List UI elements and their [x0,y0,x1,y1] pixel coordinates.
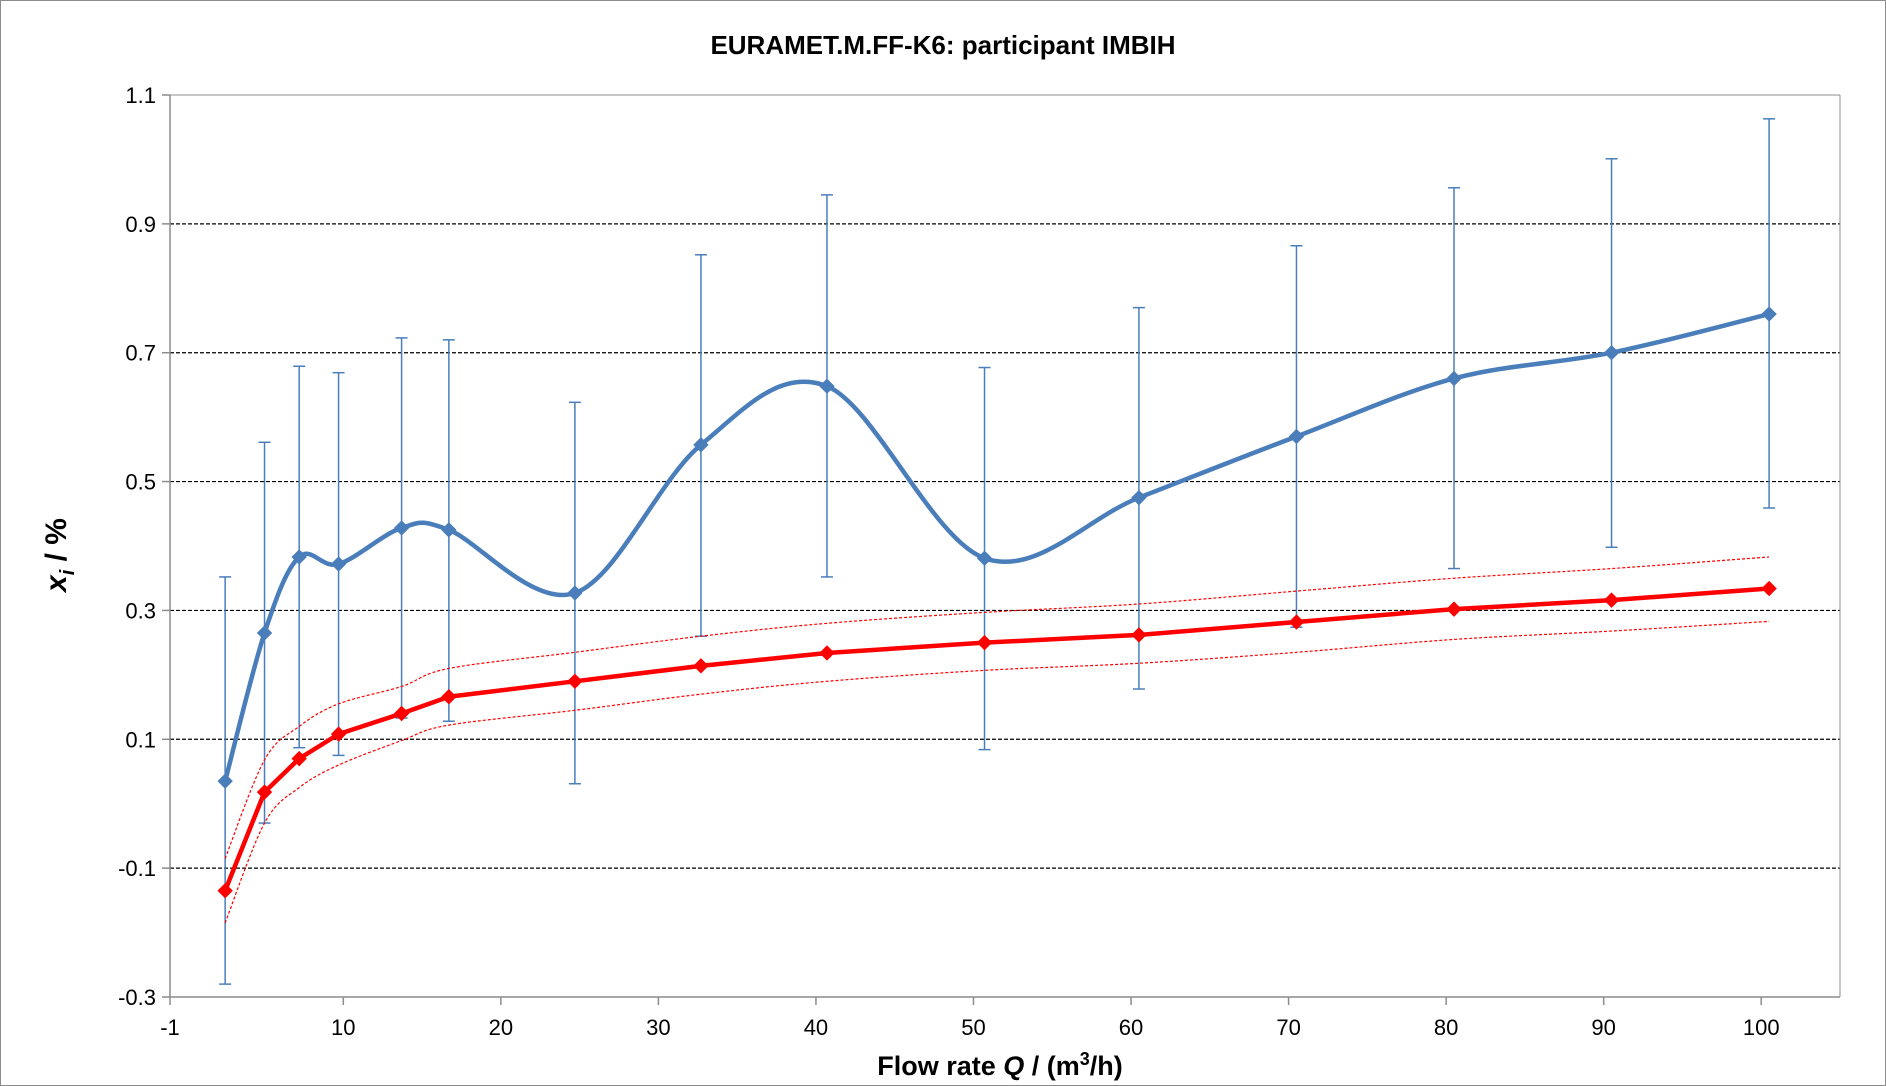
x-tick-label: 70 [1276,1015,1300,1040]
y-tick-label: -0.3 [118,985,156,1010]
data-point-marker [976,550,993,566]
data-point-marker [256,625,273,641]
chart-title: EURAMET.M.FF-K6: participant IMBIH [710,30,1176,60]
x-tick-label: 40 [804,1015,828,1040]
uncertainty-band-line [224,556,1770,859]
y-tick-label: 0.5 [125,470,156,495]
y-tick-label: -0.1 [118,856,156,881]
data-point-marker [217,882,233,899]
data-point-marker [441,522,457,538]
y-tick-label: 0.7 [125,341,156,366]
data-point-marker [693,437,709,453]
data-point-marker [1761,580,1777,597]
data-point-marker [567,585,583,601]
y-tick-label: 0.1 [125,727,156,752]
data-point-marker [1603,345,1620,361]
data-point-marker [393,520,410,536]
data-point-marker [291,549,307,565]
data-point-marker [976,634,993,651]
y-axis-title: xi / % [40,518,79,594]
x-axis-title-var: Q [1003,1051,1024,1081]
series-layer [217,118,1777,985]
data-point-marker [1603,592,1620,608]
x-tick-label: 50 [961,1015,985,1040]
y-tick-label: 0.9 [125,212,156,237]
y-tick-label: 1.1 [125,83,156,108]
data-point-marker [441,689,457,705]
x-axis-title: Flow rate Q / (m3/h) [877,1049,1123,1081]
y-axis-title-var: x [40,574,73,594]
grid-lines [170,223,1840,869]
y-axis-title-sub: i [57,569,79,575]
y-axis-title-suffix: / % [40,518,73,570]
data-point-marker [330,556,347,572]
data-point-marker [1761,306,1777,322]
data-point-marker [291,750,307,767]
data-point-marker [819,645,835,661]
tick-labels: -0.3 -0.1 0.1 0.3 0.5 0.7 0.9 1.1 -1 10 20 30 40 50 60… [118,83,1780,1040]
data-point-marker [217,773,233,789]
x-tick-label: 10 [331,1015,355,1040]
x-tick-label: -1 [160,1015,180,1040]
series-line [222,311,1770,782]
x-tick-label: 100 [1743,1015,1780,1040]
axes [162,94,1841,1005]
x-axis-title-suffix: /h) [1090,1051,1123,1081]
series-1 [217,580,1777,899]
data-point-marker [1131,627,1147,643]
series-0 [217,118,1777,985]
data-point-marker [693,658,709,674]
series-line [223,586,1770,892]
data-point-marker [1446,370,1462,387]
x-tick-label: 90 [1591,1015,1615,1040]
data-point-marker [819,378,835,394]
data-point-marker [1446,601,1462,617]
x-tick-label: 20 [489,1015,513,1040]
data-point-marker [330,726,347,742]
series-2 [224,556,1770,859]
x-axis-title-prefix: Flow rate [877,1051,1003,1081]
series-3 [224,620,1770,924]
data-point-marker [256,784,273,800]
x-tick-label: 60 [1119,1015,1143,1040]
x-tick-label: 80 [1434,1015,1458,1040]
x-tick-label: 30 [646,1015,670,1040]
data-point-marker [1288,428,1305,445]
data-point-marker [567,673,583,690]
data-point-marker [393,705,410,722]
x-axis-title-mid: / (m [1024,1051,1080,1081]
x-axis-title-sup: 3 [1080,1049,1090,1069]
y-tick-label: 0.3 [125,598,156,623]
data-point-marker [1131,489,1147,506]
uncertainty-band-line [224,620,1770,924]
data-point-marker [1288,614,1305,630]
